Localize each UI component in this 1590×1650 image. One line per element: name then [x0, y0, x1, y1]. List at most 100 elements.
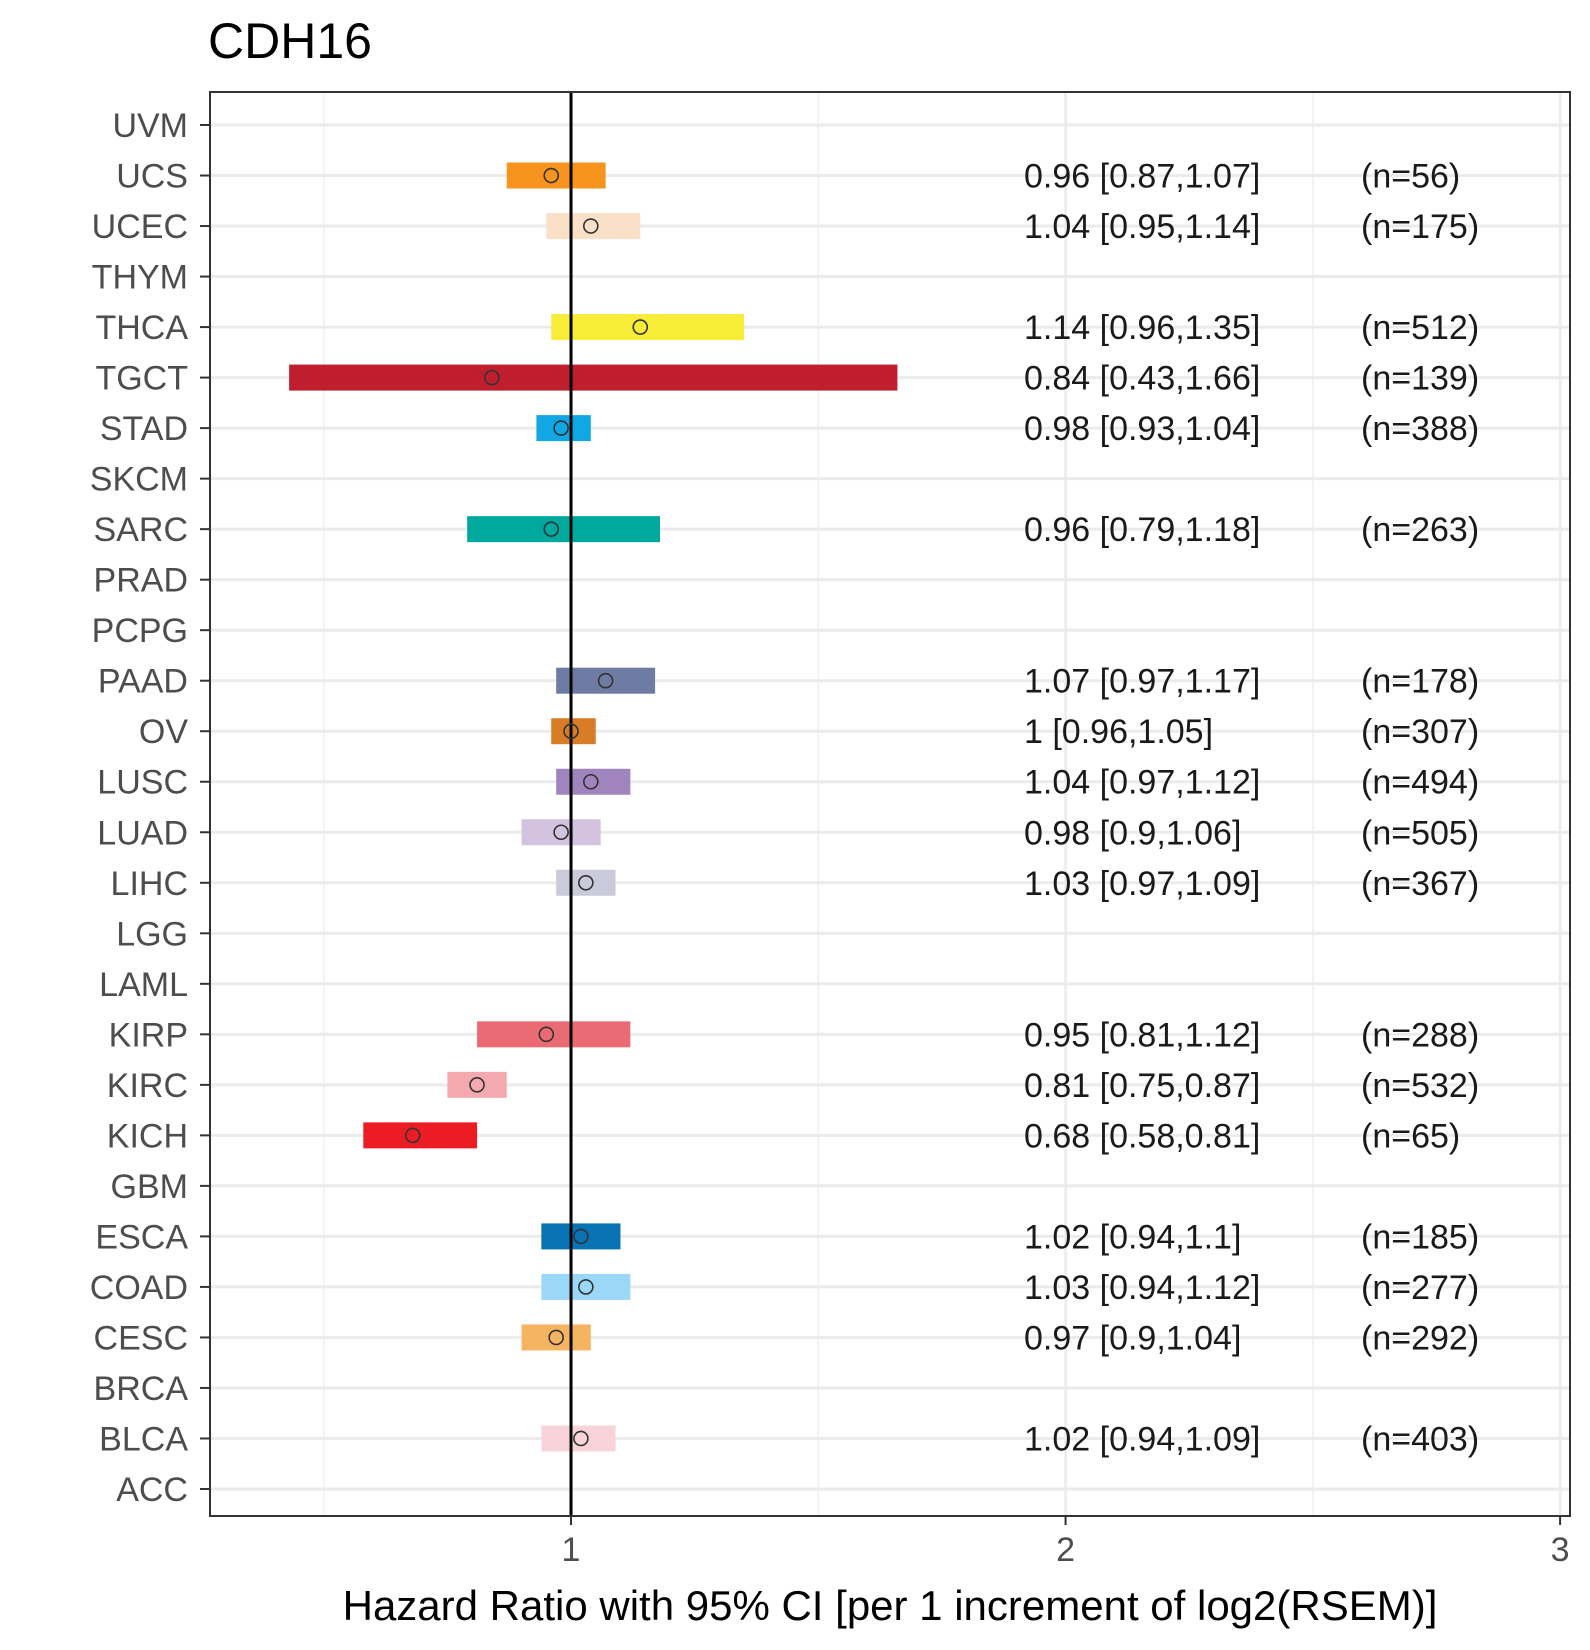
n-text-coad: (n=277): [1361, 1269, 1479, 1307]
n-text-thca: (n=512): [1361, 309, 1479, 347]
ci-bar-lusc: [556, 768, 631, 795]
hr-text-lihc: 1.03 [0.97,1.09]: [1024, 865, 1260, 903]
n-text-cesc: (n=292): [1361, 1319, 1479, 1357]
y-axis: UVM UCS UCEC THYM THCA TGCT STAD SKCM SARC PRAD PC…: [90, 107, 209, 1509]
hr-text-luad: 0.98 [0.9,1.06]: [1024, 814, 1241, 852]
hr-point-blca: [573, 1430, 589, 1447]
n-text-paad: (n=178): [1361, 663, 1479, 701]
hr-text-kich: 0.68 [0.58,0.81]: [1024, 1117, 1260, 1155]
hr-point-lusc: [582, 773, 599, 790]
n-text-ucec: (n=175): [1361, 208, 1479, 246]
y-tick-label-paad: PAAD: [98, 663, 188, 701]
y-tick-label-blca: BLCA: [99, 1420, 188, 1458]
hr-text-blca: 1.02 [0.94,1.09]: [1024, 1420, 1260, 1458]
y-tick-label-lgg: LGG: [116, 915, 188, 953]
n-text-lihc: (n=367): [1361, 865, 1479, 903]
hr-text-lusc: 1.04 [0.97,1.12]: [1024, 764, 1260, 802]
y-tick-label-cesc: CESC: [94, 1319, 188, 1357]
hr-text-ucs: 0.96 [0.87,1.07]: [1024, 158, 1260, 196]
y-tick-label-ov: OV: [139, 713, 188, 751]
n-text-ucs: (n=56): [1361, 158, 1460, 196]
x-axis: 1 2 3: [562, 1516, 1570, 1569]
n-text-stad: (n=388): [1361, 410, 1479, 448]
n-text-sarc: (n=263): [1361, 511, 1479, 549]
n-text-blca: (n=403): [1361, 1420, 1479, 1458]
ci-bar-ucs: [506, 162, 606, 189]
y-tick-label-esca: ESCA: [95, 1218, 188, 1256]
y-tick-label-pcpg: PCPG: [92, 612, 188, 650]
ci-bar-lihc: [556, 869, 616, 896]
hr-point-tgct: [484, 369, 500, 386]
hr-text-kirc: 0.81 [0.75,0.87]: [1024, 1067, 1260, 1105]
x-axis-label: Hazard Ratio with 95% CI [per 1 incremen…: [343, 1582, 1438, 1629]
grid-lines: [210, 92, 1570, 1516]
n-text-ov: (n=307): [1361, 713, 1479, 751]
hr-text-kirp: 0.95 [0.81,1.12]: [1024, 1016, 1260, 1054]
hr-point-kich: [404, 1127, 421, 1144]
chart-title: CDH16: [208, 13, 372, 69]
y-tick-label-kich: KICH: [107, 1117, 188, 1155]
ci-bar-ov: [551, 718, 596, 745]
hr-point-kirc: [469, 1077, 485, 1093]
y-tick-label-ucs: UCS: [116, 158, 188, 196]
hr-text-paad: 1.07 [0.97,1.17]: [1024, 663, 1260, 701]
hr-point-kirp: [538, 1026, 555, 1043]
ci-bars: [289, 162, 898, 1452]
hr-point-cesc: [548, 1329, 564, 1346]
hr-point-coad: [578, 1279, 594, 1295]
ci-bar-luad: [521, 819, 601, 846]
ci-bar-tgct: [289, 364, 898, 391]
hr-text-cesc: 0.97 [0.9,1.04]: [1024, 1319, 1241, 1357]
hr-points: [404, 167, 649, 1447]
hr-text-ov: 1 [0.96,1.05]: [1024, 713, 1213, 751]
hr-text-esca: 1.02 [0.94,1.1]: [1024, 1218, 1241, 1256]
x-tick-label-3: 3: [1551, 1531, 1570, 1569]
ci-bar-blca: [541, 1425, 616, 1452]
annotations: 0.96 [0.87,1.07] (n=56) 1.04 [0.95,1.14] (n…: [1024, 158, 1479, 1459]
y-tick-label-brca: BRCA: [94, 1370, 189, 1408]
n-text-kirc: (n=532): [1361, 1067, 1479, 1105]
y-tick-label-thca: THCA: [95, 309, 188, 347]
hr-point-ucs: [543, 167, 560, 184]
panel-border: [209, 91, 1571, 1517]
hr-text-sarc: 0.96 [0.79,1.18]: [1024, 511, 1260, 549]
x-tick-label-2: 2: [1056, 1531, 1075, 1569]
ci-bar-cesc: [521, 1324, 591, 1351]
y-tick-label-kirc: KIRC: [107, 1067, 188, 1105]
ci-bar-kirc: [447, 1071, 507, 1098]
y-tick-label-coad: COAD: [90, 1269, 188, 1307]
n-text-tgct: (n=139): [1361, 360, 1479, 398]
hr-point-ov: [563, 723, 579, 740]
hr-text-coad: 1.03 [0.94,1.12]: [1024, 1269, 1260, 1307]
x-tick-label-1: 1: [562, 1531, 581, 1569]
y-tick-label-skcm: SKCM: [90, 461, 188, 499]
y-tick-label-gbm: GBM: [111, 1168, 188, 1206]
hr-point-sarc: [543, 521, 560, 537]
hr-text-stad: 0.98 [0.93,1.04]: [1024, 410, 1260, 448]
n-text-luad: (n=505): [1361, 814, 1479, 852]
ci-bar-ucec: [546, 213, 641, 240]
n-text-esca: (n=185): [1361, 1218, 1479, 1256]
hr-text-thca: 1.14 [0.96,1.35]: [1024, 309, 1260, 347]
ci-bar-coad: [541, 1273, 631, 1300]
y-tick-label-thym: THYM: [92, 259, 188, 297]
ci-bar-stad: [536, 415, 591, 442]
hr-point-thca: [632, 319, 649, 335]
y-tick-label-ucec: UCEC: [92, 208, 188, 246]
y-tick-label-luad: LUAD: [97, 814, 188, 852]
hr-point-paad: [597, 672, 614, 689]
n-text-lusc: (n=494): [1361, 764, 1479, 802]
y-tick-label-kirp: KIRP: [109, 1016, 188, 1054]
y-tick-label-stad: STAD: [100, 410, 188, 448]
hr-point-luad: [553, 824, 569, 841]
y-tick-label-uvm: UVM: [112, 107, 188, 145]
hr-point-stad: [553, 420, 569, 436]
ci-bar-sarc: [467, 516, 661, 543]
y-tick-label-prad: PRAD: [94, 562, 188, 600]
n-text-kirp: (n=288): [1361, 1016, 1479, 1054]
y-tick-label-acc: ACC: [116, 1471, 188, 1509]
ci-bar-esca: [541, 1223, 621, 1250]
hr-text-tgct: 0.84 [0.43,1.66]: [1024, 360, 1260, 398]
hr-point-lihc: [578, 874, 594, 891]
